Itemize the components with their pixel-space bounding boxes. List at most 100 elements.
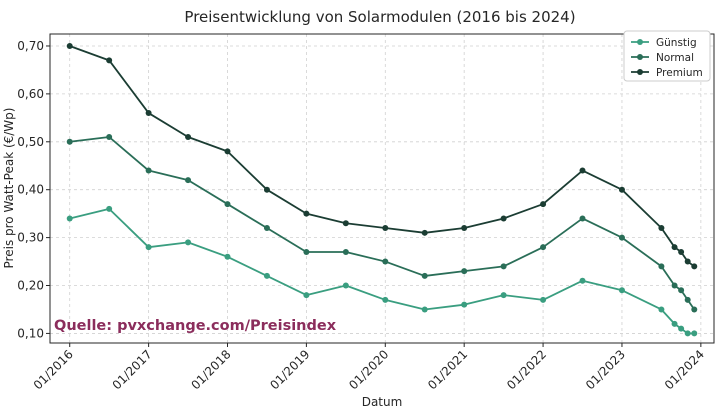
data-point — [185, 239, 192, 246]
data-point — [658, 225, 665, 232]
data-point — [145, 244, 152, 251]
data-point — [263, 272, 270, 279]
data-point — [618, 234, 625, 241]
data-point — [678, 287, 685, 294]
y-tick-label: 0,30 — [17, 231, 44, 245]
legend-marker — [637, 39, 643, 45]
data-point — [461, 268, 468, 275]
data-point — [106, 134, 113, 140]
data-point — [421, 272, 428, 279]
data-point — [145, 110, 152, 117]
legend-marker — [637, 69, 643, 75]
data-point — [342, 220, 349, 227]
series-line — [69, 136, 696, 310]
data-point — [66, 138, 73, 145]
data-point — [684, 330, 691, 337]
series-line — [69, 207, 695, 335]
data-point — [224, 201, 231, 208]
y-tick-label: 0,40 — [17, 183, 44, 197]
data-point — [658, 306, 665, 313]
data-point — [579, 167, 586, 174]
data-point — [263, 186, 270, 193]
chart-title: Preisentwicklung von Solarmodulen (2016 … — [184, 8, 575, 26]
y-axis-ticks: 0,10 0,20 0,30 0,40 0,50 0,60 0,70 — [17, 39, 50, 340]
data-point — [678, 325, 685, 332]
data-point — [224, 148, 231, 155]
data-point — [66, 215, 73, 222]
data-point — [263, 225, 270, 232]
y-tick-label: 0,60 — [17, 87, 44, 101]
legend-box — [623, 30, 711, 82]
x-tick-label: 01/2018 — [188, 347, 233, 392]
data-point — [185, 177, 192, 184]
legend-entry: Premium — [631, 67, 703, 79]
x-tick-label: 01/2023 — [583, 347, 628, 392]
data-point — [691, 306, 698, 313]
data-point — [671, 320, 678, 327]
data-point — [540, 201, 547, 208]
data-point — [684, 296, 691, 303]
data-point — [66, 42, 73, 49]
x-tick-label: 01/2019 — [267, 347, 312, 392]
data-point — [382, 225, 389, 232]
x-tick-label: 01/2022 — [504, 347, 549, 392]
y-axis-label: Preis pro Watt-Peak (€/Wp) — [2, 108, 16, 269]
grid — [50, 34, 714, 343]
data-point — [421, 229, 428, 236]
data-point — [303, 210, 310, 217]
data-point — [500, 263, 507, 270]
data-point — [691, 330, 698, 337]
data-point — [145, 167, 152, 174]
data-point — [461, 301, 468, 308]
data-point — [382, 296, 389, 303]
x-tick-label: 01/2017 — [110, 347, 155, 392]
data-point — [106, 57, 113, 64]
series-1 — [66, 134, 698, 313]
data-point — [303, 248, 310, 255]
legend-label: Premium — [656, 67, 703, 79]
data-point — [540, 296, 547, 303]
data-point — [671, 244, 678, 251]
y-tick-label: 0,10 — [17, 326, 44, 340]
y-tick-label: 0,70 — [17, 39, 44, 53]
y-tick-label: 0,50 — [17, 135, 44, 149]
legend-label: Normal — [656, 52, 694, 64]
legend-entry: Normal — [631, 52, 694, 64]
series-line — [69, 45, 695, 268]
data-point — [579, 277, 586, 284]
data-point — [342, 282, 349, 289]
x-tick-label: 01/2016 — [31, 347, 76, 392]
data-point — [500, 215, 507, 222]
series-0 — [66, 205, 698, 337]
plot-frame — [49, 33, 715, 344]
legend-marker — [637, 54, 643, 60]
data-point — [678, 248, 685, 255]
x-axis-label: Datum — [362, 395, 403, 409]
x-tick-label: 01/2024 — [662, 347, 707, 392]
data-point — [224, 253, 231, 260]
data-point — [382, 258, 389, 265]
data-point — [691, 263, 698, 270]
data-point — [579, 215, 586, 222]
x-axis-ticks: 01/2016 01/2017 01/2018 01/2019 01/2020 01/20… — [31, 343, 707, 392]
x-tick-label: 01/2021 — [425, 347, 470, 392]
series-2 — [66, 42, 698, 270]
legend-entry: Günstig — [631, 37, 697, 49]
x-tick-label: 01/2020 — [346, 347, 391, 392]
data-point — [658, 263, 665, 270]
data-point — [106, 205, 113, 212]
legend: Günstig Normal Premium — [623, 30, 711, 82]
data-point — [421, 306, 428, 313]
data-point — [684, 258, 691, 265]
data-point — [618, 287, 625, 294]
source-annotation: Quelle: pvxchange.com/Preisindex — [54, 318, 337, 334]
data-point — [500, 292, 507, 299]
legend-label: Günstig — [656, 37, 697, 49]
series-layer — [66, 42, 698, 337]
data-point — [618, 186, 625, 193]
y-tick-label: 0,20 — [17, 279, 44, 293]
data-point — [185, 134, 192, 140]
data-point — [540, 244, 547, 251]
data-point — [303, 292, 310, 299]
